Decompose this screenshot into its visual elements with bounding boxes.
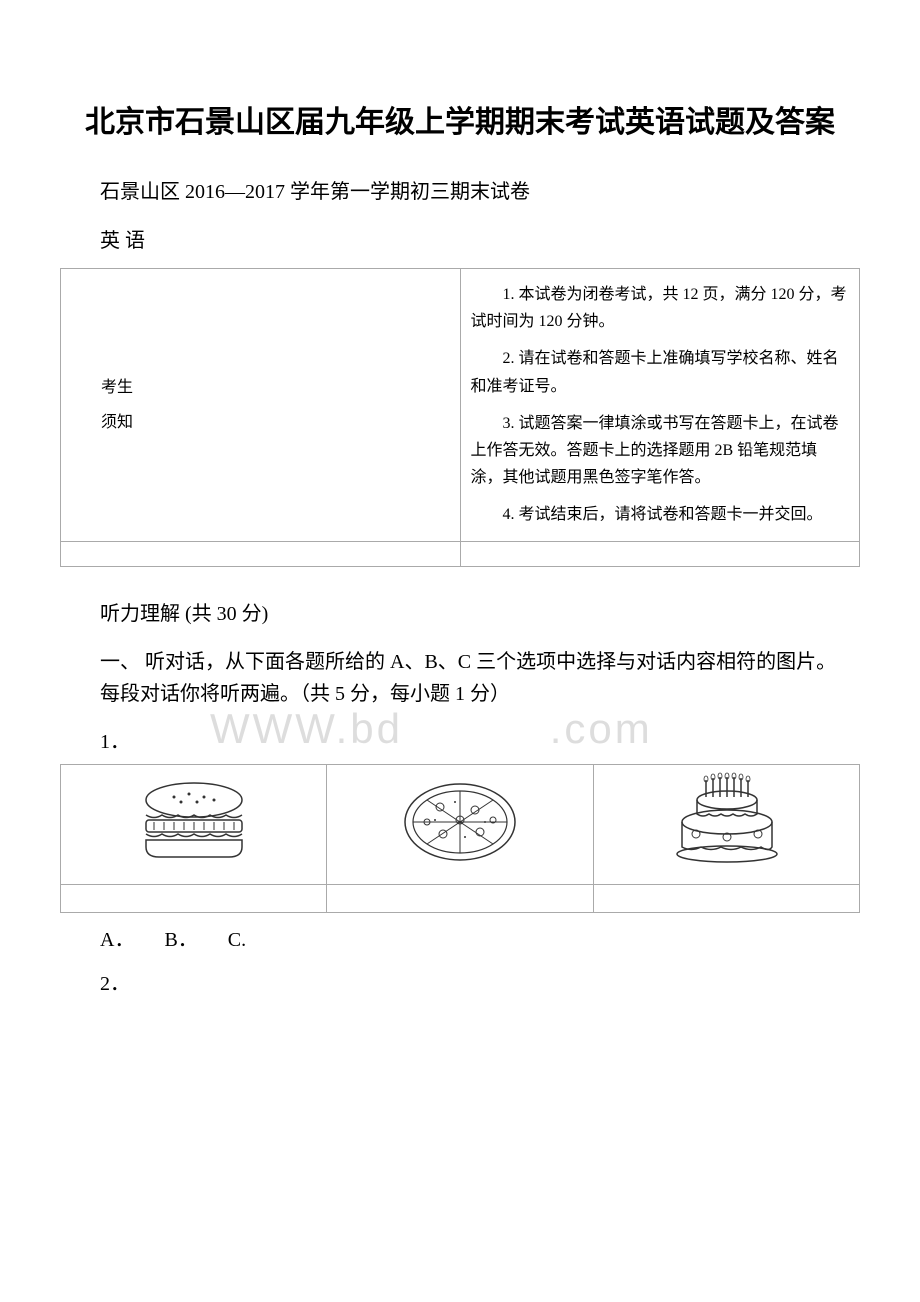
option-b-label: B． [164,929,197,951]
empty-option-cell-3 [593,884,859,912]
question-2-number: 2． [100,967,860,996]
hamburger-icon [119,772,269,872]
notice-left-cell: 考生 须知 [61,269,461,542]
document-title: 北京市石景山区届九年级上学期期末考试英语试题及答案 [60,100,860,145]
notice-item-2: 2. 请在试卷和答题卡上准确填写学校名称、姓名和准考证号。 [471,345,850,399]
option-b-image-cell [327,764,593,884]
option-c-label: C. [228,929,246,951]
subject-label: 英 语 [100,224,860,253]
option-a-image-cell [61,764,327,884]
notice-item-1: 1. 本试卷为闭卷考试，共 12 页，满分 120 分，考试时间为 120 分钟… [471,281,850,335]
notice-table: 考生 须知 1. 本试卷为闭卷考试，共 12 页，满分 120 分，考试时间为 … [60,268,860,567]
notice-item-4: 4. 考试结束后，请将试卷和答题卡一并交回。 [471,501,850,528]
notice-label-1: 考生 [101,370,450,405]
notice-label-2: 须知 [101,405,450,440]
empty-option-cell-2 [327,884,593,912]
listening-instruction: 一、 听对话，从下面各题所给的 A、B、C 三个选项中选择与对话内容相符的图片。… [100,646,840,710]
option-a-label: A． [100,929,134,951]
empty-cell-1 [61,541,461,566]
empty-cell-2 [460,541,860,566]
pizza-icon [385,772,535,872]
option-c-image-cell [593,764,859,884]
question-1-number: 1． [100,725,860,754]
answer-options: A． B． C. [100,923,860,952]
document-subtitle: 石景山区 2016—2017 学年第一学期初三期末试卷 [100,175,860,204]
notice-item-3: 3. 试题答案一律填涂或书写在答题卡上，在试卷上作答无效。答题卡上的选择题用 2… [471,410,850,492]
image-options-table [60,764,860,913]
listening-section-title: 听力理解 (共 30 分) [100,597,860,626]
notice-right-cell: 1. 本试卷为闭卷考试，共 12 页，满分 120 分，考试时间为 120 分钟… [460,269,860,542]
empty-option-cell-1 [61,884,327,912]
cake-icon [651,772,801,872]
